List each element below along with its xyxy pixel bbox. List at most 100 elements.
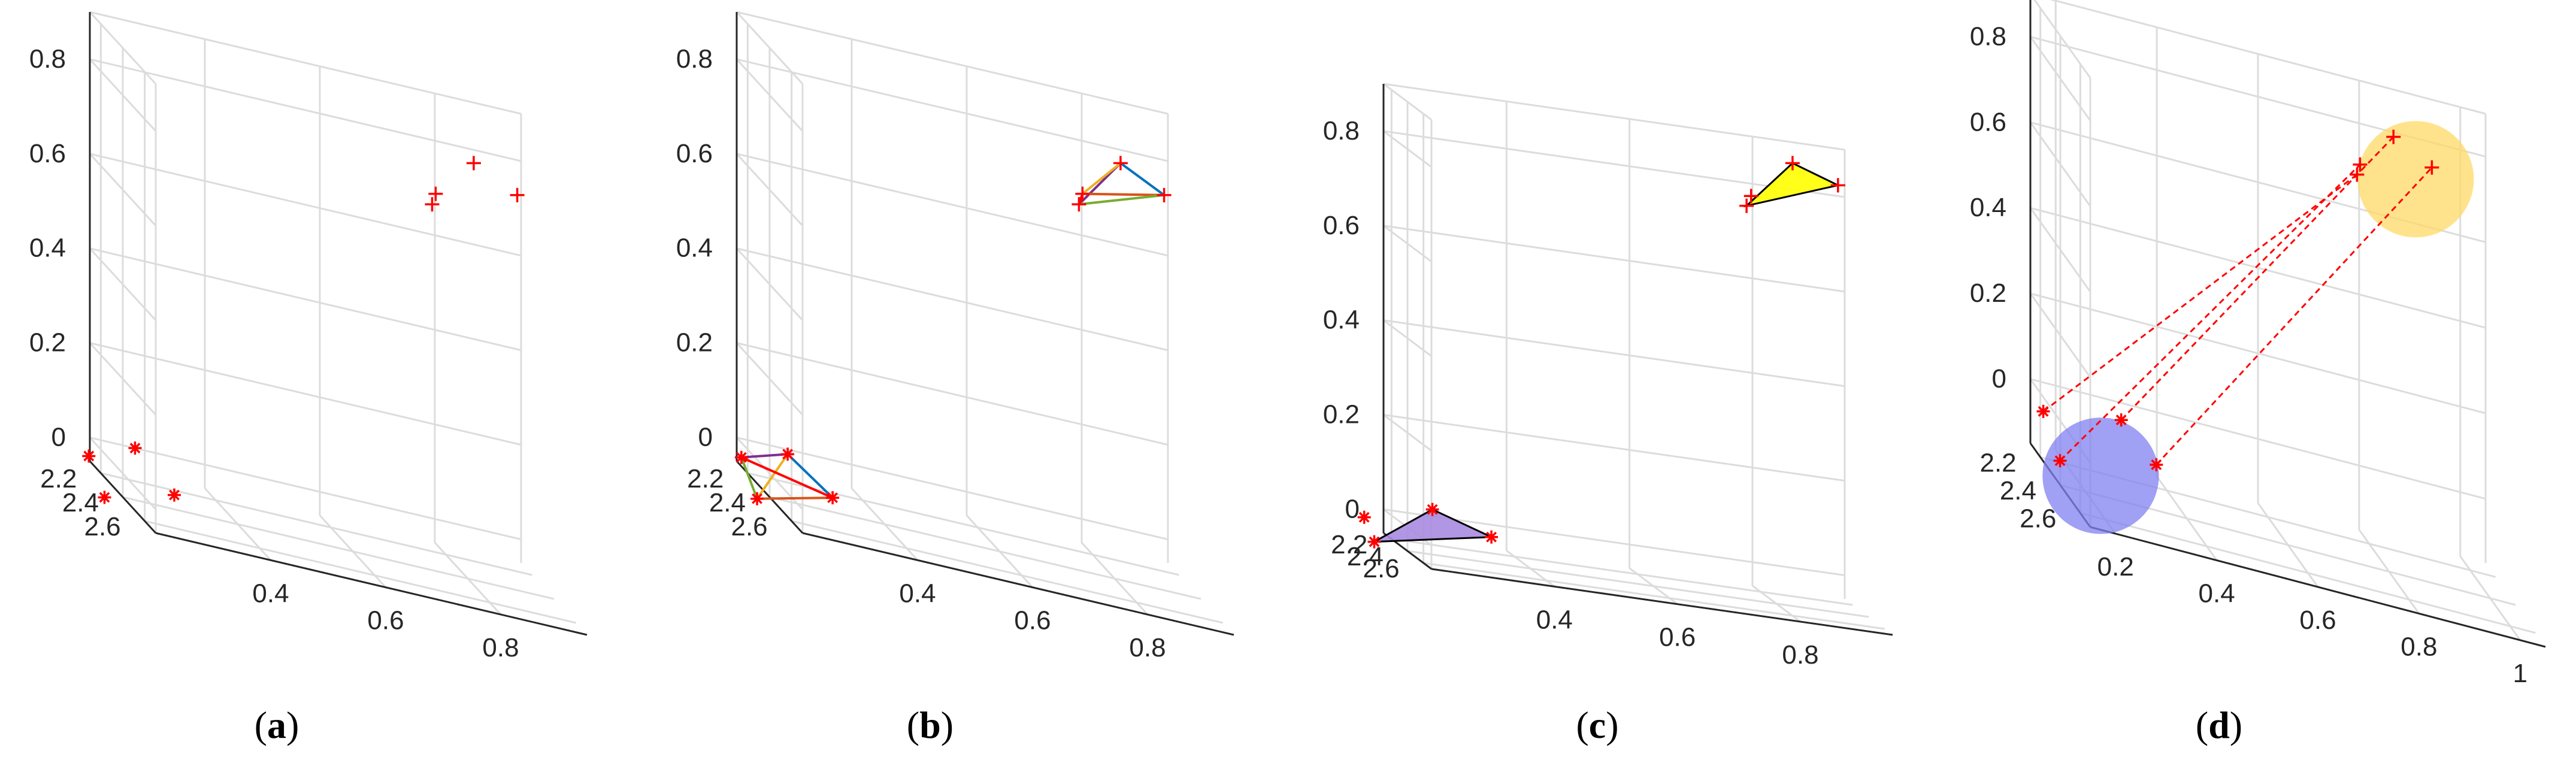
star-marker <box>781 447 795 461</box>
x-tick-label: 0.8 <box>1782 640 1818 670</box>
gridline-yfloor-1 <box>1407 550 1869 618</box>
z-tick-label: 0.8 <box>29 44 66 74</box>
gridline-z-1 <box>89 342 522 446</box>
x-tick-label: 1 <box>2513 659 2527 688</box>
triangle-low <box>1373 508 1492 543</box>
z-tick-label: 0.4 <box>29 234 66 263</box>
box-top-side <box>1383 83 1432 121</box>
star-marker <box>750 492 764 505</box>
x-axis <box>802 532 1234 636</box>
panel-caption: (a) <box>255 704 299 746</box>
y-tick-label: 2.2 <box>1331 530 1367 559</box>
y-tick-label: 2.6 <box>1363 554 1399 583</box>
grid-c <box>1382 83 1885 630</box>
z-tick-label: 0.4 <box>1323 305 1360 335</box>
box-top-back <box>2050 0 2486 115</box>
star-marker <box>98 491 111 504</box>
x-axis <box>1431 568 1893 636</box>
gridline-z-2 <box>1383 319 1845 387</box>
gridline-z-0 <box>736 437 1169 540</box>
y-tick-label: 2.4 <box>62 488 99 517</box>
connector-line <box>2042 174 2358 413</box>
plus-marker <box>2386 129 2401 144</box>
edge-line-low <box>740 457 758 499</box>
star-marker <box>2053 454 2067 468</box>
y-tick-label: 2.4 <box>1347 542 1384 571</box>
x-tick-label: 0.8 <box>2401 632 2437 661</box>
z-tick-label: 0.4 <box>1970 193 2006 222</box>
y-tick-label: 2.4 <box>709 488 746 517</box>
y-tick-label: 2.4 <box>2000 476 2036 505</box>
plus-marker <box>466 156 481 171</box>
star-marker <box>1485 530 1499 544</box>
edge-line-high <box>1082 162 1122 195</box>
y-tick-label: 2.2 <box>1979 448 2016 477</box>
caption-letter: b <box>919 704 941 746</box>
x-axis <box>155 532 588 636</box>
x-tick-label: 0.4 <box>252 579 289 608</box>
z-tick-label: 0.6 <box>29 139 66 168</box>
sphere-high <box>2357 121 2474 238</box>
gridline-yfloor-2 <box>144 520 577 624</box>
z-tick-label: 0.8 <box>1323 116 1360 146</box>
panel-caption: (d) <box>2196 704 2242 746</box>
plus-marker <box>1830 178 1845 193</box>
edge-line-low <box>756 453 789 499</box>
axes-c <box>1382 84 1893 636</box>
x-tick-label: 0.6 <box>1014 606 1051 635</box>
x-tick-label: 0.2 <box>2097 552 2134 582</box>
gridline-z-4 <box>89 58 522 162</box>
plus-marker <box>510 187 525 202</box>
caption-letter: d <box>2208 704 2230 746</box>
panel-c: 0 0.2 0.4 0.6 0.8 0.4 0.6 0.8 2.22.42.6 (c) <box>1323 83 1893 746</box>
y-tick-label: 2.2 <box>687 464 724 494</box>
plus-marker <box>1157 187 1172 202</box>
z-tick-label: 0.8 <box>1970 22 2006 51</box>
y-tick-label: 2.6 <box>84 512 120 541</box>
edge-line-low <box>757 496 833 500</box>
star-marker <box>1367 535 1381 549</box>
plus-marker <box>1071 197 1086 212</box>
triangle-high <box>1743 162 1841 208</box>
caption-letter: a <box>267 704 286 746</box>
star-marker <box>82 449 96 463</box>
star-marker <box>826 491 840 505</box>
gridline-z-2 <box>89 247 522 352</box>
gridline-yfloor-2 <box>791 520 1224 624</box>
star-marker <box>1357 510 1371 524</box>
x-tick-label: 0.6 <box>367 606 404 635</box>
connector-line <box>2156 166 2433 465</box>
plus-marker <box>1113 156 1128 171</box>
panel-a: 0 0.2 0.4 0.6 0.8 0.4 0.6 0.8 2.22.42.6 (a) <box>29 11 588 746</box>
plus-marker <box>2424 160 2439 175</box>
star-marker <box>167 488 181 502</box>
z-tick-label: 0.2 <box>29 328 66 358</box>
edge-line-high <box>1119 162 1165 196</box>
z-tick-label: 0 <box>52 423 66 452</box>
axes-a <box>89 12 588 636</box>
gridline-z-0 <box>89 437 522 540</box>
box-top-back <box>89 11 522 115</box>
box-top-side <box>89 11 157 85</box>
z-tick-label: 0.4 <box>676 234 713 263</box>
gridline-yfloor-2 <box>1423 562 1885 630</box>
edge-line-low <box>741 456 833 499</box>
x-tick-label: 0.8 <box>1129 633 1166 662</box>
connector-line <box>2059 164 2361 462</box>
z-tick-label: 0.2 <box>1323 400 1360 429</box>
z-tick-label: 0.2 <box>676 328 713 358</box>
star-marker <box>734 450 748 464</box>
star-marker <box>2036 404 2050 418</box>
connector-line <box>2120 136 2395 421</box>
x-tick-label: 0.6 <box>1659 623 1696 652</box>
z-tick-label: 0 <box>1345 495 1360 524</box>
gridline-z-2 <box>736 247 1169 352</box>
z-tick-label: 0.2 <box>1970 278 2006 308</box>
y-axis <box>89 460 157 534</box>
plus-marker <box>1075 186 1090 201</box>
z-tick-label: 0.6 <box>1323 211 1360 240</box>
panel-d: 0 0.2 0.4 0.6 0.8 0.2 0.4 0.6 0.8 1 2.22.42.6 (d) <box>1970 0 2546 746</box>
edge-line-high <box>1079 193 1164 206</box>
plus-marker <box>1739 198 1754 213</box>
gridline-z-0 <box>1383 508 1845 577</box>
